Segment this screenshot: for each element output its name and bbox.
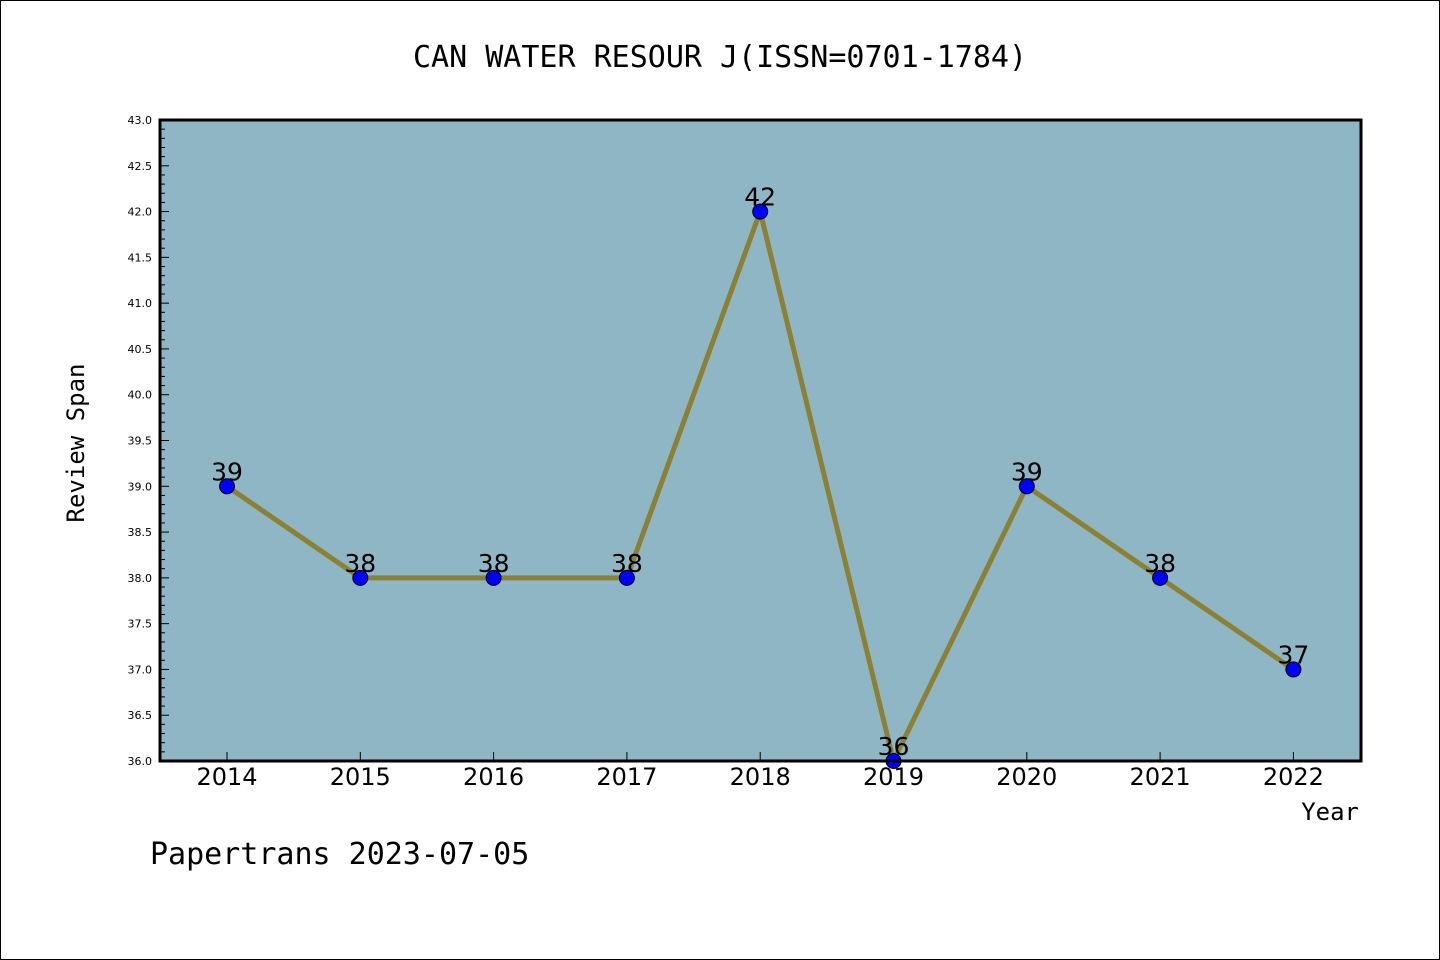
y-tick-label: 39.0 [128, 480, 153, 493]
y-tick-label: 42.0 [128, 206, 153, 219]
x-tick-label: 2018 [730, 763, 791, 791]
y-tick-label: 37.0 [128, 663, 153, 676]
footer-watermark: Papertrans 2023-07-05 [150, 837, 529, 872]
x-tick-label: 2015 [330, 763, 391, 791]
x-tick-label: 2020 [996, 763, 1057, 791]
y-tick-label: 40.0 [128, 389, 153, 402]
y-tick-label: 36.0 [128, 755, 153, 768]
x-axis-label: Year [1301, 798, 1359, 826]
y-tick-label: 39.5 [128, 435, 153, 448]
y-axis-label: Review Span [62, 364, 90, 523]
x-axis-ticks: 2014 2015 2016 2017 2018 2019 2020 2021 2022 [196, 752, 1324, 791]
y-tick-label: 37.5 [128, 618, 153, 631]
y-tick-label: 38.5 [128, 526, 153, 539]
x-tick-label: 2014 [196, 763, 257, 791]
chart-title: CAN WATER RESOUR J(ISSN=0701-1784) [413, 40, 1027, 75]
x-tick-label: 2016 [463, 763, 524, 791]
plot-area [160, 120, 1361, 761]
data-label: 38 [478, 549, 510, 578]
y-tick-label: 36.5 [128, 709, 153, 722]
data-point [352, 569, 369, 586]
data-point [485, 569, 502, 586]
data-label: 38 [611, 549, 643, 578]
data-label: 39 [211, 457, 243, 486]
plot-border [158, 118, 1363, 763]
x-tick-label: 2021 [1130, 763, 1191, 791]
data-point [752, 203, 769, 220]
y-tick-label: 42.5 [128, 160, 153, 173]
data-point [1285, 661, 1302, 678]
x-tick-label: 2022 [1263, 763, 1324, 791]
data-label: 37 [1277, 640, 1309, 669]
data-point [1152, 569, 1169, 586]
data-label: 38 [344, 549, 376, 578]
y-axis-ticks: 36.0 36.5 37.0 37.5 38.0 38.5 39.0 39.5 40.0 40.5… [128, 114, 169, 768]
data-point [219, 478, 235, 495]
data-point [618, 569, 635, 586]
y-tick-label: 41.0 [128, 297, 153, 310]
y-tick-label: 40.5 [128, 343, 153, 356]
data-label: 38 [1144, 549, 1176, 578]
y-tick-label: 38.0 [128, 572, 153, 585]
data-label: 42 [744, 183, 776, 212]
series-group: 39 38 38 38 42 36 39 38 37 [211, 183, 1309, 769]
y-tick-label: 41.5 [128, 251, 153, 264]
data-point [1018, 478, 1035, 495]
data-label: 39 [1011, 457, 1043, 486]
x-tick-label: 2017 [596, 763, 657, 791]
y-tick-label: 43.0 [128, 114, 153, 127]
data-label: 36 [878, 732, 910, 761]
